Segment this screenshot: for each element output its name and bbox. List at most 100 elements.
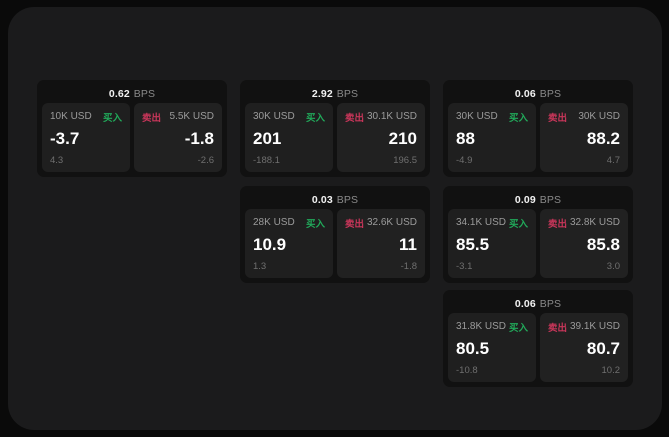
quote-card[interactable]: 0.06 BPS 30K USD 买入 88 -4.9 卖出 30K USD 88.2 4.7 <box>443 80 633 177</box>
sell-price-value: 85.8 <box>586 235 620 254</box>
buy-panel[interactable]: 30K USD 买入 88 -4.9 <box>448 103 536 172</box>
sell-side-label: 卖出 <box>548 322 568 334</box>
quote-card[interactable]: 0.09 BPS 34.1K USD 买入 85.5 -3.1 卖出 32.8K USD 85.… <box>443 186 633 283</box>
quote-card[interactable]: 0.06 BPS 31.8K USD 买入 80.5 -10.8 卖出 39.1K USD 80… <box>443 290 633 387</box>
sell-size-label: 30.1K USD <box>366 111 417 122</box>
bps-value: 0.09 <box>514 194 536 206</box>
sell-side-label: 卖出 <box>548 218 568 230</box>
bps-value: 0.06 <box>514 88 536 100</box>
sell-footer-value: -2.6 <box>197 155 214 166</box>
sell-panel[interactable]: 卖出 32.6K USD 11 -1.8 <box>337 209 425 278</box>
buy-price-value: 88 <box>456 129 475 148</box>
buy-side-label: 买入 <box>305 218 325 230</box>
buy-price-value: -3.7 <box>50 129 80 148</box>
buy-panel-header: 30K USD 买入 <box>456 110 528 124</box>
bps-unit-label: BPS <box>539 194 562 206</box>
buy-side-label: 买入 <box>508 322 528 334</box>
buy-panel[interactable]: 30K USD 买入 201 -188.1 <box>245 103 333 172</box>
sell-panel-header: 卖出 32.8K USD <box>548 216 620 230</box>
buy-size-label: 34.1K USD <box>456 217 507 228</box>
card-header: 0.09 BPS <box>448 191 628 209</box>
buy-size-label: 30K USD <box>253 111 295 122</box>
buy-side-label: 买入 <box>305 112 325 124</box>
card-panels: 30K USD 买入 88 -4.9 卖出 30K USD 88.2 4.7 <box>448 103 628 172</box>
card-header: 0.62 BPS <box>42 85 222 103</box>
buy-panel-header: 34.1K USD 买入 <box>456 216 528 230</box>
buy-footer-value: -188.1 <box>253 155 280 166</box>
buy-footer-value: -10.8 <box>456 365 478 376</box>
sell-panel-header: 卖出 39.1K USD <box>548 320 620 334</box>
quote-card[interactable]: 0.62 BPS 10K USD 买入 -3.7 4.3 卖出 5.5K USD -1.8 -2.… <box>37 80 227 177</box>
sell-panel[interactable]: 卖出 39.1K USD 80.7 10.2 <box>540 313 628 382</box>
buy-price-value: 10.9 <box>253 235 287 254</box>
quotes-panel-shell: 0.62 BPS 10K USD 买入 -3.7 4.3 卖出 5.5K USD -1.8 -2.… <box>8 7 662 430</box>
sell-price-value: 88.2 <box>586 129 620 148</box>
bps-value: 0.62 <box>108 88 130 100</box>
card-panels: 30K USD 买入 201 -188.1 卖出 30.1K USD 210 196.5 <box>245 103 425 172</box>
sell-price-value: -1.8 <box>184 129 214 148</box>
sell-size-label: 32.8K USD <box>569 217 620 228</box>
sell-size-label: 39.1K USD <box>569 321 620 332</box>
bps-unit-label: BPS <box>336 88 359 100</box>
buy-footer-value: 1.3 <box>253 261 267 272</box>
bps-unit-label: BPS <box>539 298 562 310</box>
sell-footer-value: 4.7 <box>606 155 620 166</box>
sell-side-label: 卖出 <box>345 218 365 230</box>
bps-unit-label: BPS <box>336 194 359 206</box>
card-header: 0.06 BPS <box>448 295 628 313</box>
buy-panel-header: 30K USD 买入 <box>253 110 325 124</box>
buy-panel[interactable]: 34.1K USD 买入 85.5 -3.1 <box>448 209 536 278</box>
sell-price-value: 80.7 <box>586 339 620 358</box>
buy-footer-value: -4.9 <box>456 155 473 166</box>
sell-footer-value: 10.2 <box>601 365 621 376</box>
sell-price-value: 11 <box>399 235 417 254</box>
sell-panel[interactable]: 卖出 30.1K USD 210 196.5 <box>337 103 425 172</box>
sell-footer-value: 3.0 <box>606 261 620 272</box>
sell-size-label: 5.5K USD <box>169 111 214 122</box>
sell-panel[interactable]: 卖出 32.8K USD 85.8 3.0 <box>540 209 628 278</box>
sell-size-label: 30K USD <box>578 111 620 122</box>
card-panels: 10K USD 买入 -3.7 4.3 卖出 5.5K USD -1.8 -2.6 <box>42 103 222 172</box>
card-panels: 34.1K USD 买入 85.5 -3.1 卖出 32.8K USD 85.8 3.0 <box>448 209 628 278</box>
sell-side-label: 卖出 <box>142 112 162 124</box>
buy-price-value: 201 <box>253 129 282 148</box>
buy-panel-header: 10K USD 买入 <box>50 110 122 124</box>
buy-size-label: 10K USD <box>50 111 92 122</box>
buy-side-label: 买入 <box>102 112 122 124</box>
buy-panel[interactable]: 31.8K USD 买入 80.5 -10.8 <box>448 313 536 382</box>
card-panels: 31.8K USD 买入 80.5 -10.8 卖出 39.1K USD 80.7 10.2 <box>448 313 628 382</box>
sell-panel-header: 卖出 32.6K USD <box>345 216 417 230</box>
bps-value: 0.03 <box>311 194 333 206</box>
quote-card[interactable]: 0.03 BPS 28K USD 买入 10.9 1.3 卖出 32.6K USD 11 -1.8 <box>240 186 430 283</box>
sell-price-value: 210 <box>388 129 417 148</box>
card-panels: 28K USD 买入 10.9 1.3 卖出 32.6K USD 11 -1.8 <box>245 209 425 278</box>
sell-panel-header: 卖出 5.5K USD <box>142 110 214 124</box>
bps-value: 2.92 <box>311 88 333 100</box>
card-header: 2.92 BPS <box>245 85 425 103</box>
sell-footer-value: 196.5 <box>393 155 417 166</box>
buy-panel[interactable]: 28K USD 买入 10.9 1.3 <box>245 209 333 278</box>
sell-size-label: 32.6K USD <box>366 217 417 228</box>
sell-panel-header: 卖出 30.1K USD <box>345 110 417 124</box>
buy-size-label: 31.8K USD <box>456 321 507 332</box>
bps-unit-label: BPS <box>133 88 156 100</box>
buy-price-value: 85.5 <box>456 235 490 254</box>
sell-panel[interactable]: 卖出 30K USD 88.2 4.7 <box>540 103 628 172</box>
buy-panel-header: 28K USD 买入 <box>253 216 325 230</box>
buy-panel-header: 31.8K USD 买入 <box>456 320 528 334</box>
sell-footer-value: -1.8 <box>400 261 417 272</box>
quote-card[interactable]: 2.92 BPS 30K USD 买入 201 -188.1 卖出 30.1K USD 210 1… <box>240 80 430 177</box>
buy-price-value: 80.5 <box>456 339 490 358</box>
bps-value: 0.06 <box>514 298 536 310</box>
buy-size-label: 28K USD <box>253 217 295 228</box>
buy-footer-value: -3.1 <box>456 261 473 272</box>
buy-footer-value: 4.3 <box>50 155 64 166</box>
quote-card-board: 0.62 BPS 10K USD 买入 -3.7 4.3 卖出 5.5K USD -1.8 -2.… <box>8 7 662 430</box>
sell-panel[interactable]: 卖出 5.5K USD -1.8 -2.6 <box>134 103 222 172</box>
card-header: 0.06 BPS <box>448 85 628 103</box>
buy-side-label: 买入 <box>508 218 528 230</box>
buy-panel[interactable]: 10K USD 买入 -3.7 4.3 <box>42 103 130 172</box>
sell-side-label: 卖出 <box>345 112 365 124</box>
bps-unit-label: BPS <box>539 88 562 100</box>
